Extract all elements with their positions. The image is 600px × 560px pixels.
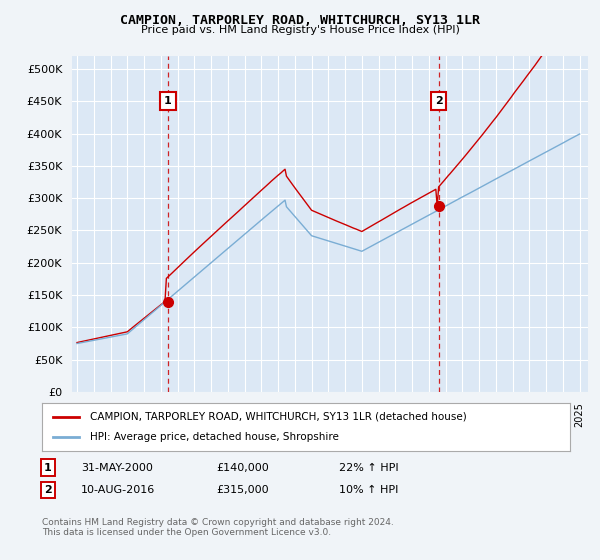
Text: 22% ↑ HPI: 22% ↑ HPI xyxy=(339,463,398,473)
Text: CAMPION, TARPORLEY ROAD, WHITCHURCH, SY13 1LR (detached house): CAMPION, TARPORLEY ROAD, WHITCHURCH, SY1… xyxy=(89,412,466,422)
Text: 31-MAY-2000: 31-MAY-2000 xyxy=(81,463,153,473)
Text: 2: 2 xyxy=(435,96,442,106)
Text: HPI: Average price, detached house, Shropshire: HPI: Average price, detached house, Shro… xyxy=(89,432,338,442)
Text: Contains HM Land Registry data © Crown copyright and database right 2024.
This d: Contains HM Land Registry data © Crown c… xyxy=(42,518,394,538)
Text: 2: 2 xyxy=(44,485,52,495)
Text: 10-AUG-2016: 10-AUG-2016 xyxy=(81,485,155,495)
Text: £140,000: £140,000 xyxy=(216,463,269,473)
Text: 10% ↑ HPI: 10% ↑ HPI xyxy=(339,485,398,495)
Text: CAMPION, TARPORLEY ROAD, WHITCHURCH, SY13 1LR: CAMPION, TARPORLEY ROAD, WHITCHURCH, SY1… xyxy=(120,14,480,27)
Text: 1: 1 xyxy=(164,96,172,106)
Text: Price paid vs. HM Land Registry's House Price Index (HPI): Price paid vs. HM Land Registry's House … xyxy=(140,25,460,35)
Text: £315,000: £315,000 xyxy=(216,485,269,495)
Text: 1: 1 xyxy=(44,463,52,473)
